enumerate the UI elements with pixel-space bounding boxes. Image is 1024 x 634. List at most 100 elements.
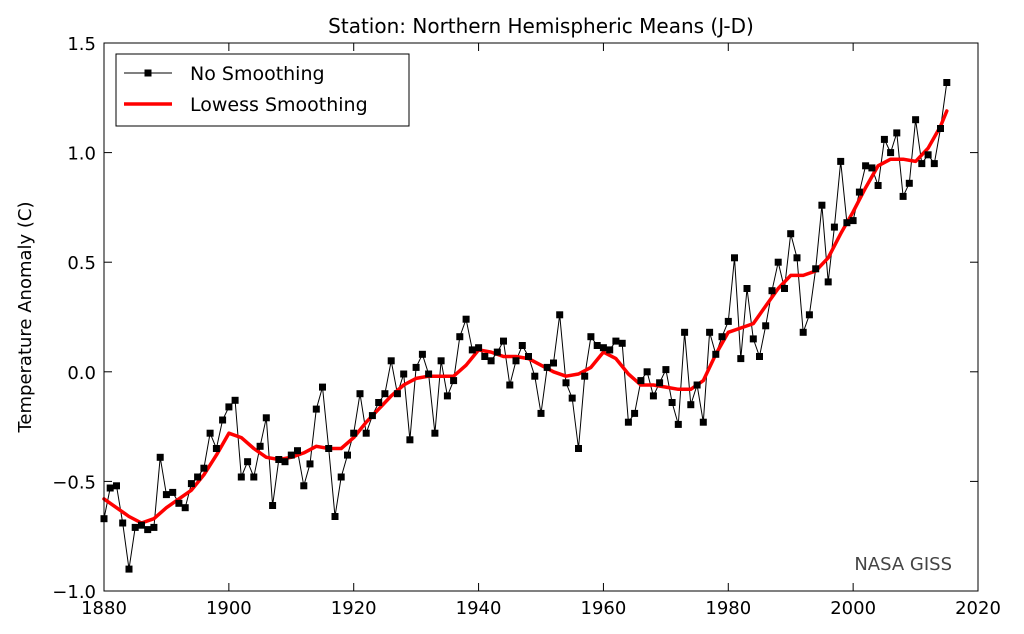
data-point	[943, 79, 951, 86]
data-point	[212, 445, 220, 452]
x-tick-label: 1880	[81, 598, 127, 619]
data-point	[287, 451, 295, 459]
nasa-giss-credit: NASA GISS	[854, 554, 952, 575]
data-point	[269, 502, 277, 509]
data-point	[824, 278, 832, 286]
data-point	[612, 337, 620, 345]
data-point	[905, 179, 913, 187]
data-point	[599, 344, 607, 352]
data-point	[743, 285, 751, 292]
data-point	[575, 445, 582, 452]
data-point	[631, 409, 639, 417]
data-point	[362, 429, 370, 437]
data-point	[450, 377, 458, 385]
data-point	[643, 368, 651, 376]
data-point	[656, 379, 664, 387]
data-point	[462, 315, 470, 323]
data-point	[781, 285, 788, 292]
data-point	[425, 370, 433, 378]
data-point	[768, 287, 776, 295]
data-point	[805, 311, 813, 319]
data-point	[375, 399, 383, 406]
data-point	[431, 429, 439, 437]
data-point	[518, 342, 526, 349]
x-tick-label: 1920	[331, 598, 377, 619]
data-point	[219, 416, 227, 424]
data-point	[262, 414, 270, 422]
data-point	[880, 135, 888, 143]
data-point	[893, 129, 901, 137]
data-point	[649, 392, 657, 400]
y-tick-label: −1.0	[52, 582, 96, 603]
series-line-no-smoothing	[103, 82, 948, 570]
data-point	[787, 230, 795, 238]
data-point	[156, 453, 164, 461]
data-point	[437, 357, 445, 365]
data-point	[468, 346, 476, 354]
data-point	[687, 401, 695, 409]
data-point	[887, 149, 895, 157]
data-point	[918, 160, 926, 168]
data-point	[381, 390, 389, 398]
data-point	[181, 504, 189, 512]
data-point	[356, 390, 364, 398]
data-point	[368, 412, 376, 420]
data-point	[724, 317, 732, 325]
data-point	[843, 219, 851, 227]
data-point	[855, 188, 863, 196]
data-point	[537, 409, 545, 417]
x-tick-label: 2020	[955, 598, 1001, 619]
data-point	[412, 363, 420, 371]
series-line-lowess-smoothing	[102, 109, 949, 525]
data-point	[568, 394, 576, 402]
data-point	[250, 473, 258, 481]
data-point	[138, 521, 145, 529]
y-tick-label: 1.0	[67, 144, 96, 165]
data-point	[194, 473, 202, 481]
chart-title: Station: Northern Hemispheric Means (J-D…	[328, 14, 754, 38]
data-point	[699, 418, 707, 426]
data-point	[275, 456, 283, 463]
data-point	[281, 458, 289, 466]
data-point	[500, 337, 507, 345]
data-point	[294, 447, 301, 455]
data-point	[306, 460, 314, 468]
y-tick-label: 0.5	[67, 253, 96, 274]
y-tick-label: −0.5	[52, 472, 96, 493]
data-point	[849, 217, 857, 225]
ticks-layer: 1880 1900 1920 1940 1960 1980 2000 2020 −1.0 −0.5…	[52, 34, 1001, 619]
data-point	[562, 379, 570, 387]
data-point	[662, 366, 670, 374]
data-point	[475, 344, 483, 352]
data-point	[912, 116, 920, 124]
data-point	[406, 436, 414, 444]
data-point	[712, 350, 720, 358]
data-point	[525, 353, 532, 360]
data-point	[337, 473, 345, 481]
data-point	[331, 513, 339, 520]
data-point	[637, 377, 645, 385]
series-layer	[100, 79, 951, 573]
data-point	[762, 322, 770, 330]
x-tick-label: 2000	[830, 598, 876, 619]
data-point	[706, 328, 714, 336]
data-point	[325, 445, 333, 452]
data-point	[456, 333, 464, 341]
data-point	[874, 182, 882, 189]
data-point	[175, 499, 183, 507]
data-point	[387, 357, 395, 365]
data-point	[924, 151, 932, 159]
data-point	[400, 370, 408, 378]
data-point	[930, 160, 938, 168]
data-point	[187, 480, 195, 488]
data-point	[162, 491, 170, 499]
data-point	[206, 429, 214, 437]
data-point	[256, 442, 264, 450]
x-tick-label: 1900	[206, 598, 252, 619]
data-point	[556, 311, 564, 319]
data-point	[543, 363, 551, 371]
data-point	[106, 484, 114, 492]
data-point	[350, 429, 358, 437]
